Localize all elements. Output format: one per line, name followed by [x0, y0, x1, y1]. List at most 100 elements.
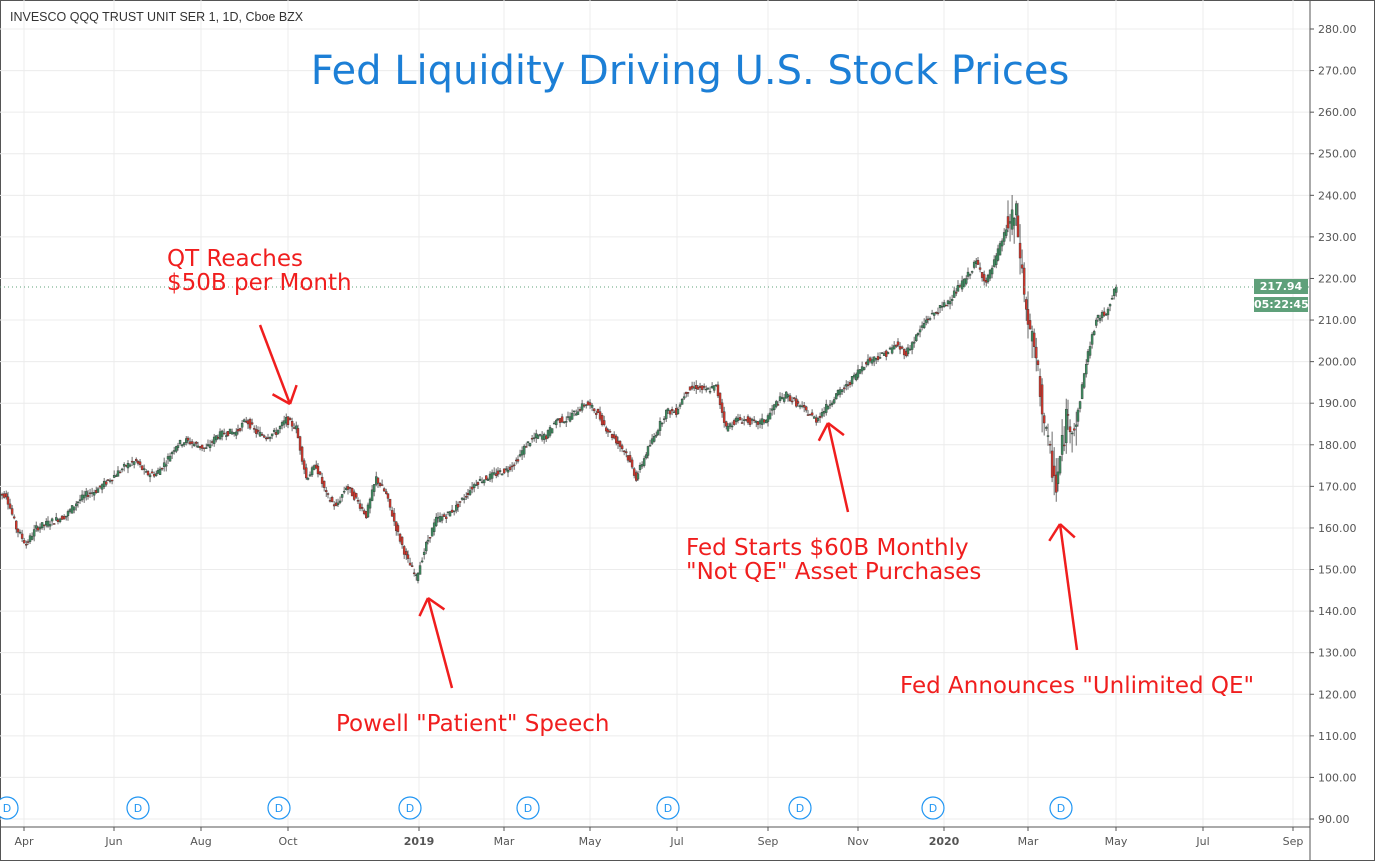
candle-up: [492, 472, 496, 475]
dividend-marker: [1049, 796, 1073, 820]
candle-up: [440, 516, 444, 521]
candle-up: [968, 274, 972, 276]
candle-up: [74, 503, 78, 507]
candle-down: [88, 492, 92, 495]
candle-down: [0, 493, 4, 496]
candle-up: [636, 473, 640, 480]
candle-down: [200, 444, 204, 449]
candle-down: [98, 485, 102, 488]
candle-up: [230, 431, 234, 435]
candle-up: [126, 463, 130, 469]
candle-up: [1110, 298, 1114, 300]
candle-down: [896, 341, 900, 346]
candle-down: [1048, 444, 1052, 446]
candle-down: [248, 419, 252, 429]
y-tick-label: 230.00: [1318, 231, 1357, 244]
candle-up: [435, 516, 438, 526]
candle-up: [218, 431, 222, 440]
candle-up: [1112, 288, 1116, 296]
candle-up: [832, 399, 836, 404]
y-tick-label: 270.00: [1318, 65, 1357, 78]
candle-up: [180, 444, 184, 447]
candle-up: [48, 524, 52, 527]
candle-down: [376, 477, 380, 484]
candle-down: [194, 441, 198, 444]
candle-up: [228, 428, 232, 434]
candle-up: [860, 366, 864, 372]
y-tick-label: 260.00: [1318, 106, 1357, 119]
candle-up: [1015, 203, 1018, 216]
candle-up: [798, 405, 802, 408]
candle-up: [840, 389, 844, 392]
candle-up: [822, 411, 826, 414]
candle-up: [750, 419, 754, 421]
candle-down: [260, 433, 264, 436]
x-tick-label: Jul: [1195, 835, 1209, 848]
candle-down: [720, 402, 724, 413]
candle-up: [780, 397, 784, 400]
candle-up: [522, 445, 526, 455]
candle-up: [888, 347, 892, 350]
candle-down: [60, 515, 64, 520]
candle-down: [385, 491, 388, 494]
candle-down: [412, 572, 416, 575]
candle-up: [1082, 373, 1086, 388]
candle-up: [892, 345, 896, 350]
candle-down: [152, 473, 156, 477]
candle-up: [1076, 409, 1080, 422]
candle-up: [438, 516, 442, 522]
candle-up: [708, 391, 712, 393]
candle-down: [136, 460, 140, 464]
candle-down: [510, 465, 514, 468]
candle-down: [146, 471, 150, 476]
candle-down: [980, 272, 984, 278]
dividend-marker: [516, 796, 540, 820]
candle-down: [632, 468, 636, 476]
arrow-head: [271, 393, 291, 406]
candle-down: [188, 441, 192, 445]
x-tick-label: Sep: [1283, 835, 1304, 848]
candle-down: [1052, 465, 1056, 476]
candle-up: [830, 402, 834, 405]
candle-down: [316, 465, 320, 475]
candle-up: [1012, 218, 1016, 226]
candle-up: [640, 464, 644, 467]
candle-up: [956, 285, 960, 292]
candle-up: [92, 492, 96, 496]
candle-up: [1096, 315, 1100, 318]
candle-up: [568, 416, 572, 422]
candle-down: [895, 344, 898, 347]
candle-up: [100, 484, 104, 490]
candle-down: [1042, 415, 1046, 424]
candle-down: [6, 496, 10, 505]
x-tick-label: May: [1105, 835, 1128, 848]
arrow-head: [817, 422, 830, 442]
candle-down: [618, 440, 622, 447]
candle-down: [796, 401, 800, 404]
candle-up: [142, 468, 146, 470]
candle-up: [1088, 346, 1092, 356]
candle-down: [602, 420, 606, 425]
candle-down: [805, 406, 808, 411]
candle-up: [662, 418, 666, 420]
candle-down: [746, 416, 750, 423]
candle-down: [732, 420, 736, 425]
candle-down: [628, 455, 632, 462]
candle-down: [290, 421, 294, 427]
candle-down: [516, 459, 520, 462]
candle-up: [570, 412, 574, 420]
candle-up: [242, 419, 246, 422]
candle-up: [918, 329, 922, 333]
candle-up: [572, 410, 576, 413]
candle-down: [1032, 332, 1036, 347]
candle-up: [800, 405, 804, 407]
candle-up: [728, 423, 732, 427]
arrow-head: [1059, 523, 1076, 539]
candle-up: [170, 452, 174, 455]
candle-down: [936, 312, 940, 314]
candle-up: [278, 426, 282, 430]
candle-down: [355, 493, 358, 498]
candle-down: [756, 421, 760, 425]
candle-down: [688, 386, 692, 391]
